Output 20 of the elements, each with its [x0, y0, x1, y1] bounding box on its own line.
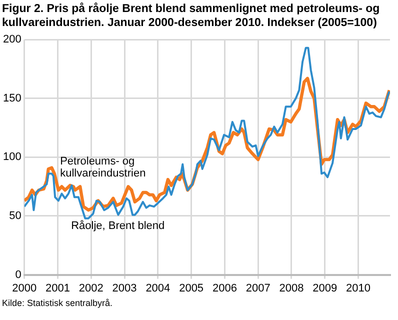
- series-label: Råolje, Brent blend: [71, 220, 165, 232]
- y-tick-label: 50: [9, 210, 22, 222]
- y-tick-label: 0: [15, 268, 22, 281]
- y-tick-label: 150: [2, 92, 22, 104]
- x-tick-label: 2009: [312, 282, 338, 294]
- x-tick-label: 2010: [346, 282, 371, 294]
- y-tick-label: 100: [2, 151, 22, 164]
- chart-title: Figur 2. Pris på råolje Brent blend sammenlignet med petroleums- og kullvareindustrien. Januar 2000-desember 2010. Indekser (2005=100): [1, 2, 381, 30]
- x-tick-label: 2005: [179, 282, 204, 294]
- x-tick-label: 2004: [146, 282, 170, 294]
- y-tick-label: 200: [2, 34, 22, 46]
- text: Kilde: Statistisk sentralbyrå.: [1, 298, 114, 308]
- x-tick-label: 2002: [78, 282, 104, 294]
- x-tick-label: 2008: [279, 282, 304, 294]
- x-tick-label: 2001: [46, 282, 70, 294]
- x-tick-label: 2000: [12, 282, 37, 294]
- x-tick-label: 2006: [212, 282, 237, 294]
- x-tick-label: 2003: [112, 282, 137, 294]
- x-tick-label: 2007: [246, 282, 270, 294]
- series-label: Petroleums- og kullvareindustrien: [60, 156, 146, 180]
